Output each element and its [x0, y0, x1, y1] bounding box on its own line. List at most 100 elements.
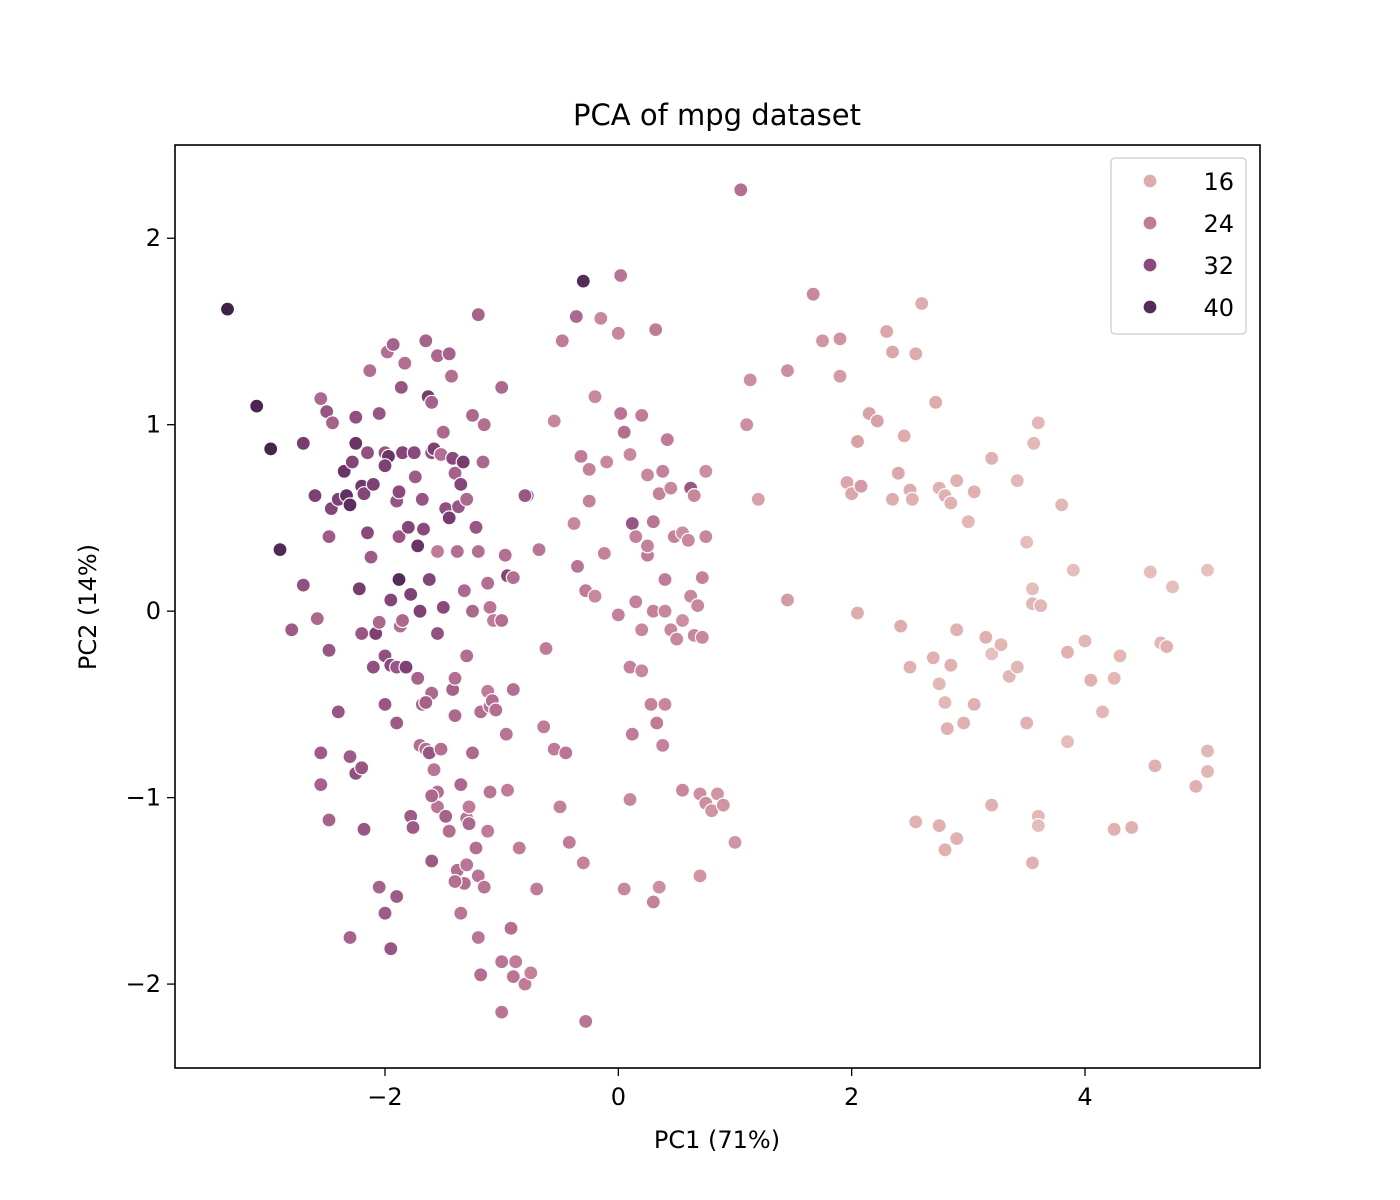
data-point: [295, 577, 311, 593]
data-point: [1019, 715, 1035, 731]
data-point: [956, 715, 972, 731]
data-point: [692, 868, 708, 884]
data-point: [657, 571, 673, 588]
data-point: [593, 310, 609, 326]
data-point: [371, 405, 387, 422]
data-point: [356, 821, 372, 837]
legend-label: 32: [1203, 252, 1234, 280]
data-point: [536, 719, 552, 735]
data-point: [410, 538, 426, 554]
data-point: [1199, 743, 1216, 759]
data-point: [309, 610, 325, 627]
legend-label: 16: [1203, 168, 1234, 196]
data-point: [1147, 758, 1163, 774]
data-point: [219, 301, 236, 317]
data-point: [1059, 644, 1076, 660]
data-point: [523, 965, 539, 981]
data-point: [750, 491, 766, 507]
data-point: [928, 394, 944, 410]
data-point: [925, 650, 941, 666]
data-point: [351, 581, 367, 597]
data-point: [295, 435, 311, 451]
data-point: [566, 515, 582, 532]
data-point: [937, 694, 953, 711]
data-point: [1026, 435, 1042, 451]
data-point: [383, 941, 399, 957]
data-point: [1030, 415, 1046, 431]
data-point: [1024, 855, 1041, 871]
data-point: [363, 549, 379, 565]
data-point: [779, 592, 796, 608]
x-axis-label: PC1 (71%): [654, 1126, 780, 1154]
data-point: [659, 432, 675, 448]
data-point: [1199, 562, 1216, 578]
data-point: [371, 879, 387, 895]
data-point: [499, 782, 516, 798]
data-point: [715, 797, 731, 813]
data-point: [587, 588, 603, 604]
data-point: [674, 782, 691, 798]
data-point: [468, 519, 484, 535]
data-point: [616, 424, 632, 440]
data-point: [476, 417, 492, 433]
data-point: [405, 819, 421, 836]
data-point: [1094, 704, 1111, 720]
data-point: [438, 808, 454, 824]
data-point: [284, 622, 300, 638]
data-point: [814, 333, 831, 349]
data-point: [568, 308, 584, 325]
data-point: [435, 424, 451, 440]
x-tick-label: 4: [1077, 1083, 1092, 1111]
data-point: [249, 398, 265, 414]
data-point: [849, 605, 866, 621]
data-point: [613, 405, 629, 422]
legend: 16 24 32 40: [1110, 157, 1247, 335]
data-point: [578, 1013, 594, 1030]
data-point: [561, 834, 577, 851]
data-point: [415, 521, 432, 537]
data-point: [354, 625, 370, 642]
data-point: [263, 441, 279, 457]
data-point: [949, 830, 965, 847]
data-point: [391, 528, 407, 545]
data-point: [853, 478, 869, 494]
data-point: [497, 547, 513, 563]
data-point: [655, 463, 671, 479]
data-point: [410, 670, 426, 686]
legend-marker: [1142, 299, 1158, 315]
data-point: [344, 454, 360, 470]
data-point: [651, 879, 667, 895]
data-point: [849, 433, 866, 450]
data-point: [476, 879, 492, 895]
data-point: [389, 888, 405, 905]
data-point: [511, 840, 527, 856]
data-point: [966, 696, 982, 713]
data-point: [464, 603, 481, 619]
data-point: [398, 659, 414, 675]
data-point: [365, 476, 381, 492]
data-point: [893, 618, 909, 634]
data-point: [393, 379, 409, 395]
data-point: [505, 681, 521, 698]
data-point: [1019, 534, 1035, 550]
data-point: [421, 571, 437, 588]
data-point: [424, 394, 440, 410]
data-point: [377, 458, 393, 474]
data-point: [461, 816, 477, 832]
data-point: [1009, 473, 1025, 489]
data-point: [359, 445, 376, 461]
data-point: [377, 905, 393, 921]
data-point: [429, 543, 446, 560]
data-point: [655, 737, 671, 754]
data-point: [464, 745, 481, 761]
data-point: [313, 391, 329, 407]
legend-box: [1110, 157, 1247, 335]
data-point: [1164, 579, 1181, 595]
data-point: [686, 488, 702, 504]
data-point: [447, 670, 463, 686]
data-point: [494, 379, 510, 395]
data-point: [622, 791, 638, 808]
y-tick-label: 1: [146, 411, 161, 439]
data-point: [558, 745, 574, 761]
data-point: [628, 594, 644, 610]
